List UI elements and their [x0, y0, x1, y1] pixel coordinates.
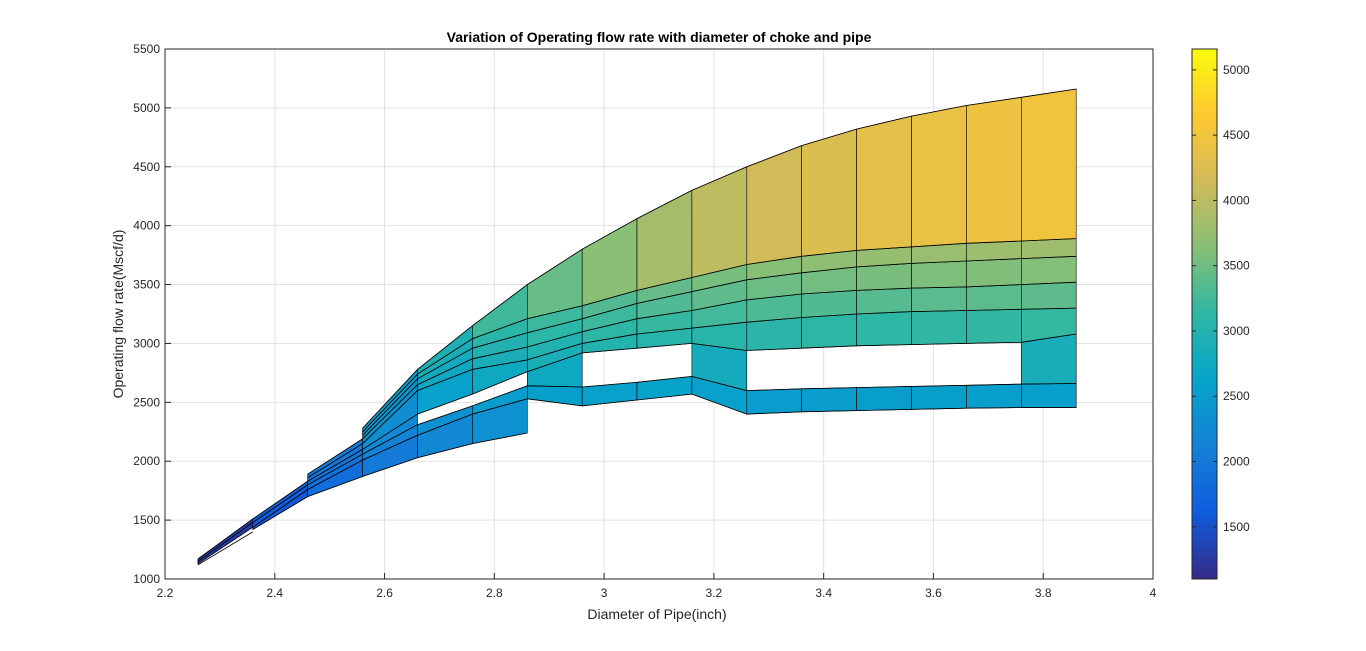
- surface-patch: [1020, 333, 1077, 385]
- surface-patch: [857, 345, 912, 388]
- x-axis-ticks: 2.2 2.4 2.6 2.8 3 3.2 3.4 3.6 3.8 4: [157, 573, 1157, 600]
- x-tick-label: 3.6: [925, 586, 942, 600]
- colorbar-tick-label: 4000: [1223, 193, 1250, 207]
- y-axis-ticks: 1000 1500 2000 2500 3000 3500 4000 4500 5000 5500: [133, 42, 171, 586]
- x-tick-label: 2.8: [486, 586, 503, 600]
- y-tick-label: 4000: [133, 219, 160, 233]
- y-tick-label: 2000: [133, 454, 160, 468]
- choke-curve-line: [307, 307, 1077, 479]
- surface-patch: [966, 383, 1022, 409]
- surface-patch: [856, 263, 912, 291]
- colorbar-tick-label: 5000: [1223, 63, 1250, 77]
- surface-patch: [1020, 88, 1077, 242]
- axes-box: [164, 48, 1154, 580]
- choke-curve-line: [197, 375, 1077, 562]
- surface-patch: [1020, 255, 1077, 285]
- surface-patch: [966, 240, 1022, 262]
- surface-patch: [637, 343, 692, 382]
- surface-patch: [856, 386, 912, 411]
- colorbar: 1500 2000 2500 3000 3500 4000 4500 5000: [1191, 48, 1250, 580]
- y-tick-label: 3000: [133, 336, 160, 350]
- choke-curve-line: [197, 333, 1077, 560]
- surface-patch: [1020, 238, 1077, 259]
- colorbar-tick-label: 1500: [1223, 520, 1250, 534]
- y-tick-label: 2500: [133, 395, 160, 409]
- colorbar-tick-label: 2500: [1223, 389, 1250, 403]
- y-axis-label: Operating flow rate(Mscf/d): [110, 230, 126, 399]
- surface-patch: [747, 348, 802, 390]
- surface-patch: [911, 384, 967, 410]
- x-tick-label: 2.2: [157, 586, 174, 600]
- surface-patch: [911, 310, 967, 345]
- surface-patch: [912, 343, 967, 386]
- y-tick-label: 3500: [133, 278, 160, 292]
- surface-patch: [691, 166, 748, 278]
- x-tick-label: 2.4: [266, 586, 283, 600]
- choke-curve-line: [307, 281, 1077, 475]
- x-tick-label: 3.2: [706, 586, 723, 600]
- surface-patch: [966, 342, 1021, 385]
- surface-patch: [966, 284, 1022, 311]
- surface-patch: [801, 387, 857, 413]
- surface-patch: [746, 388, 803, 415]
- choke-curve-line: [362, 238, 1077, 433]
- x-tick-label: 3.4: [815, 586, 832, 600]
- surface-patch: [582, 348, 637, 387]
- surface-patch: [252, 484, 309, 528]
- colorbar-tick-label: 2000: [1223, 455, 1250, 469]
- y-tick-label: 5000: [133, 101, 160, 115]
- x-tick-label: 2.6: [376, 586, 393, 600]
- y-tick-label: 1000: [133, 572, 160, 586]
- colorbar-gradient: [1191, 48, 1218, 580]
- x-tick-label: 4: [1150, 586, 1157, 600]
- x-tick-label: 3.8: [1035, 586, 1052, 600]
- choke-curve-line: [197, 531, 254, 566]
- surface-patch: [856, 287, 912, 315]
- surface-patch: [1020, 383, 1077, 408]
- y-tick-label: 5500: [133, 42, 160, 56]
- surface-patch: [746, 317, 803, 351]
- surface-patch: [966, 96, 1022, 244]
- colorbar-ticks: 1500 2000 2500 3000 3500 4000 4500 5000: [1192, 63, 1250, 534]
- surface-patch: [911, 260, 967, 289]
- surface-patch: [801, 313, 857, 349]
- x-tick-label: 3: [601, 586, 608, 600]
- y-tick-label: 1500: [133, 513, 160, 527]
- surface-patch: [966, 308, 1022, 344]
- x-axis-label: Diameter of Pipe(inch): [587, 606, 726, 622]
- surface-patch: [526, 385, 583, 407]
- surface-patch: [911, 286, 967, 312]
- y-tick-label: 4500: [133, 160, 160, 174]
- surface-patch: [802, 346, 857, 389]
- surface-patch: [636, 189, 693, 291]
- surface-patch: [801, 290, 857, 318]
- surface-patch: [911, 105, 967, 248]
- colorbar-tick-label: 3000: [1223, 324, 1250, 338]
- choke-curve-line: [362, 88, 1077, 429]
- choke-curve-line: [252, 432, 528, 530]
- surface-patch: [856, 115, 912, 251]
- chart-title: Variation of Operating flow rate with di…: [447, 29, 872, 45]
- surface-patch: [1020, 281, 1077, 310]
- choke-curve-line: [197, 393, 1077, 565]
- surface-patch: [856, 311, 912, 347]
- colorbar-tick-label: 3500: [1223, 259, 1250, 273]
- colorbar-tick-label: 4500: [1223, 128, 1250, 142]
- surface-patch: [966, 258, 1022, 288]
- surface-patch: [801, 128, 857, 257]
- choke-curve-line: [362, 255, 1077, 436]
- surface-patch: [636, 376, 693, 401]
- surface-plot: [197, 88, 1077, 566]
